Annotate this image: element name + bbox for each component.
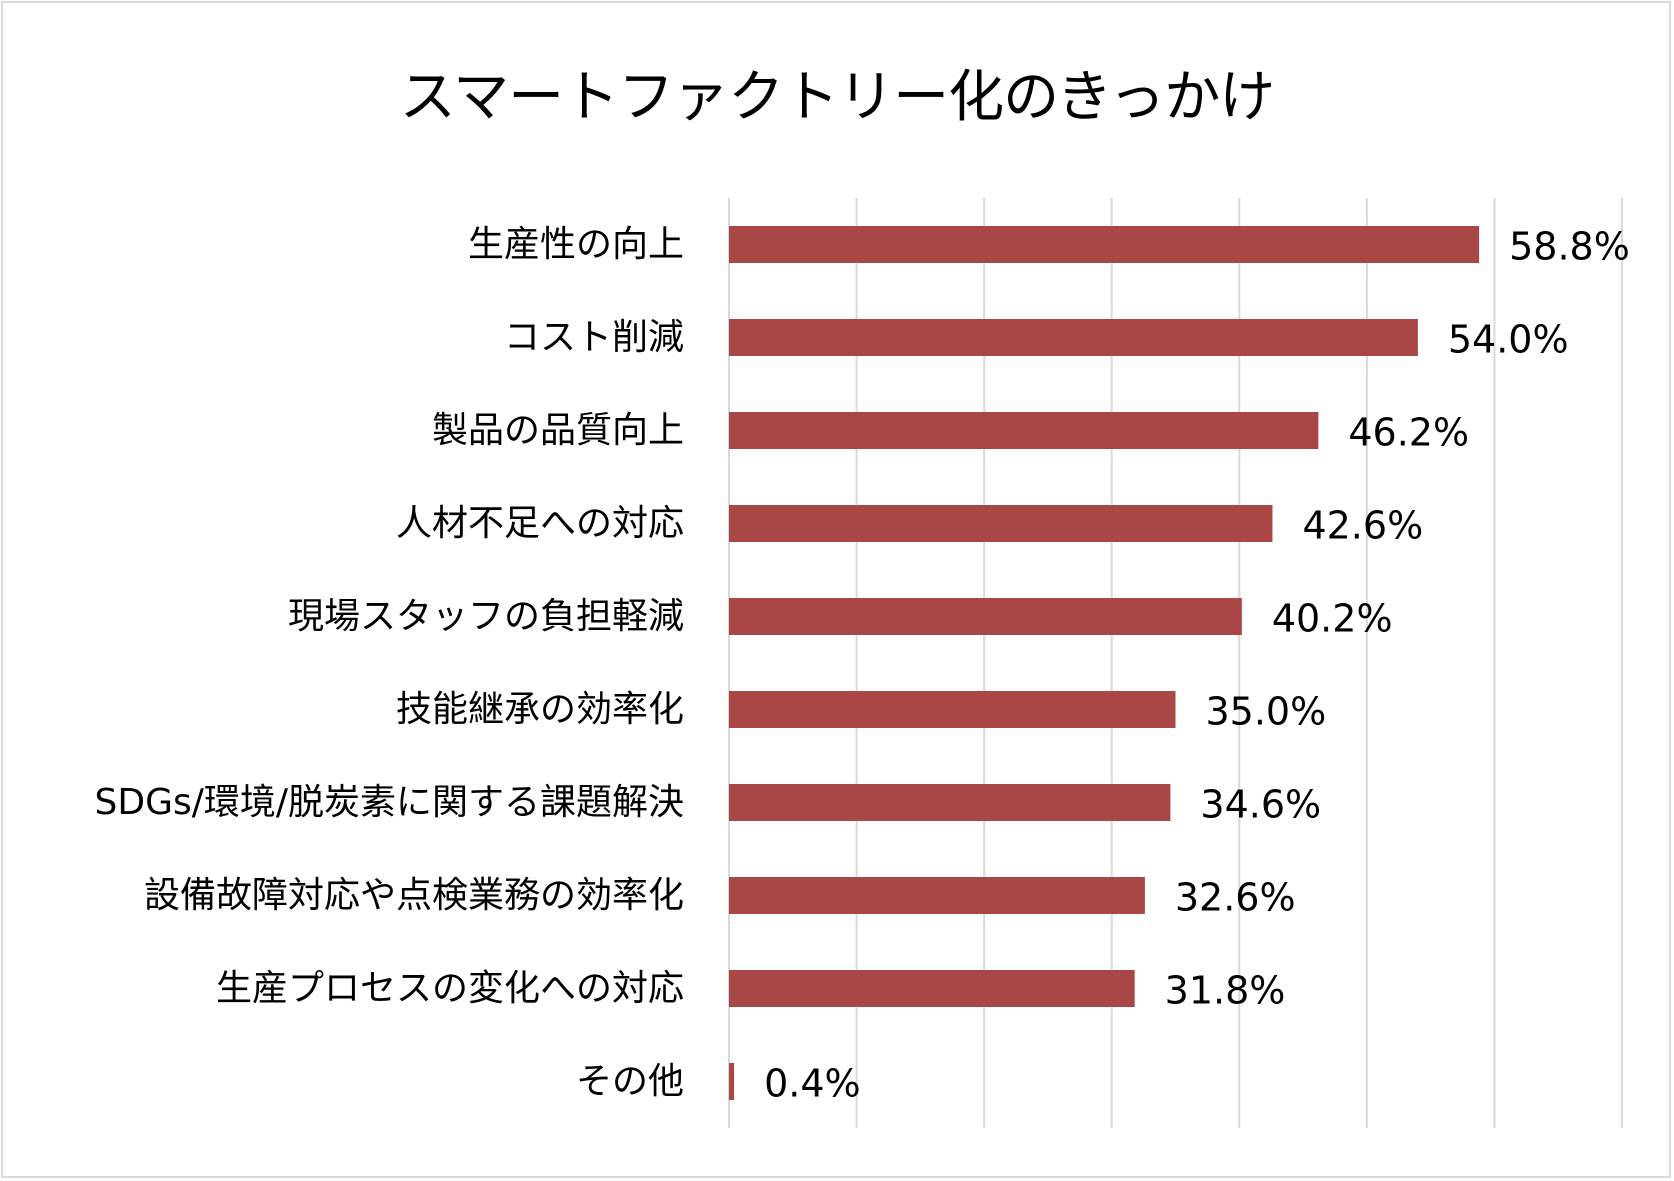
bar [729, 598, 1242, 635]
data-label: 58.8% [1509, 225, 1630, 269]
category-label: 人材不足への対応 [396, 503, 684, 544]
category-label: 生産性の向上 [468, 224, 684, 265]
data-label: 46.2% [1348, 411, 1469, 455]
category-label: コスト削減 [504, 317, 684, 358]
bar [729, 319, 1418, 356]
category-label: 製品の品質向上 [432, 410, 684, 451]
data-label: 54.0% [1448, 318, 1569, 362]
data-label: 31.8% [1165, 969, 1286, 1013]
category-label: 設備故障対応や点検業務の効率化 [144, 875, 684, 916]
data-label: 0.4% [764, 1062, 861, 1106]
data-label: 35.0% [1206, 690, 1327, 734]
bar [729, 691, 1176, 728]
data-label: 32.6% [1175, 876, 1296, 920]
bar [729, 505, 1273, 542]
category-label: 生産プロセスの変化への対応 [216, 968, 684, 1009]
bar [729, 1063, 735, 1100]
category-label: その他 [576, 1061, 684, 1102]
category-label: 現場スタッフの負担軽減 [288, 596, 684, 637]
bar [729, 412, 1319, 449]
bar [729, 784, 1171, 821]
category-label: 技能継承の効率化 [396, 689, 684, 730]
category-label: SDGs/環境/脱炭素に関する課題解決 [95, 782, 684, 823]
data-label: 40.2% [1272, 597, 1393, 641]
bar [729, 970, 1135, 1007]
bar [729, 877, 1145, 914]
data-label: 34.6% [1200, 783, 1321, 827]
data-label: 42.6% [1302, 504, 1423, 548]
bar [729, 226, 1480, 263]
chart-title: スマートファクトリー化のきっかけ [399, 65, 1275, 130]
